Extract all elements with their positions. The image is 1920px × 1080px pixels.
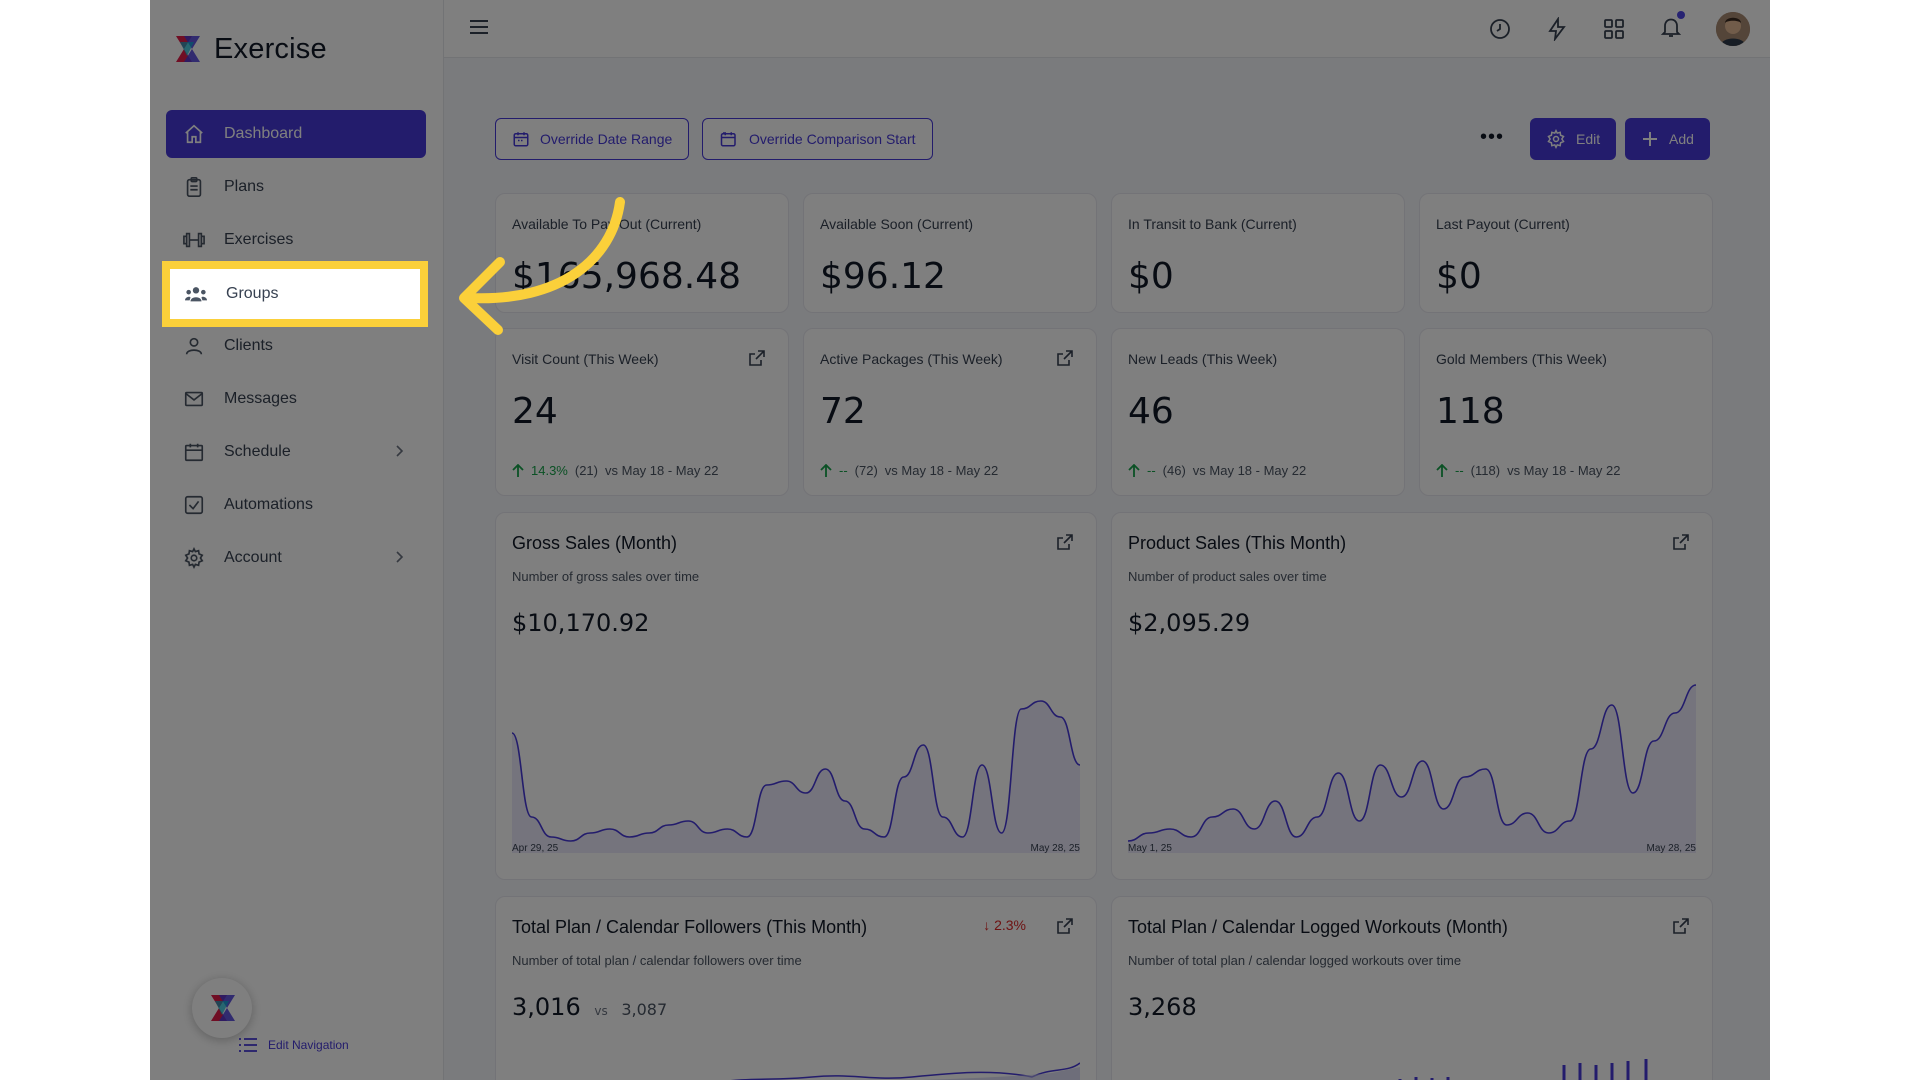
tutorial-pointer-arrow-icon [459,197,625,335]
tutorial-dim-overlay [150,0,1770,1080]
users-icon [184,282,208,306]
sidebar-item-label: Groups [226,285,279,302]
highlighted-sidebar-item-groups[interactable]: Groups [162,261,428,327]
